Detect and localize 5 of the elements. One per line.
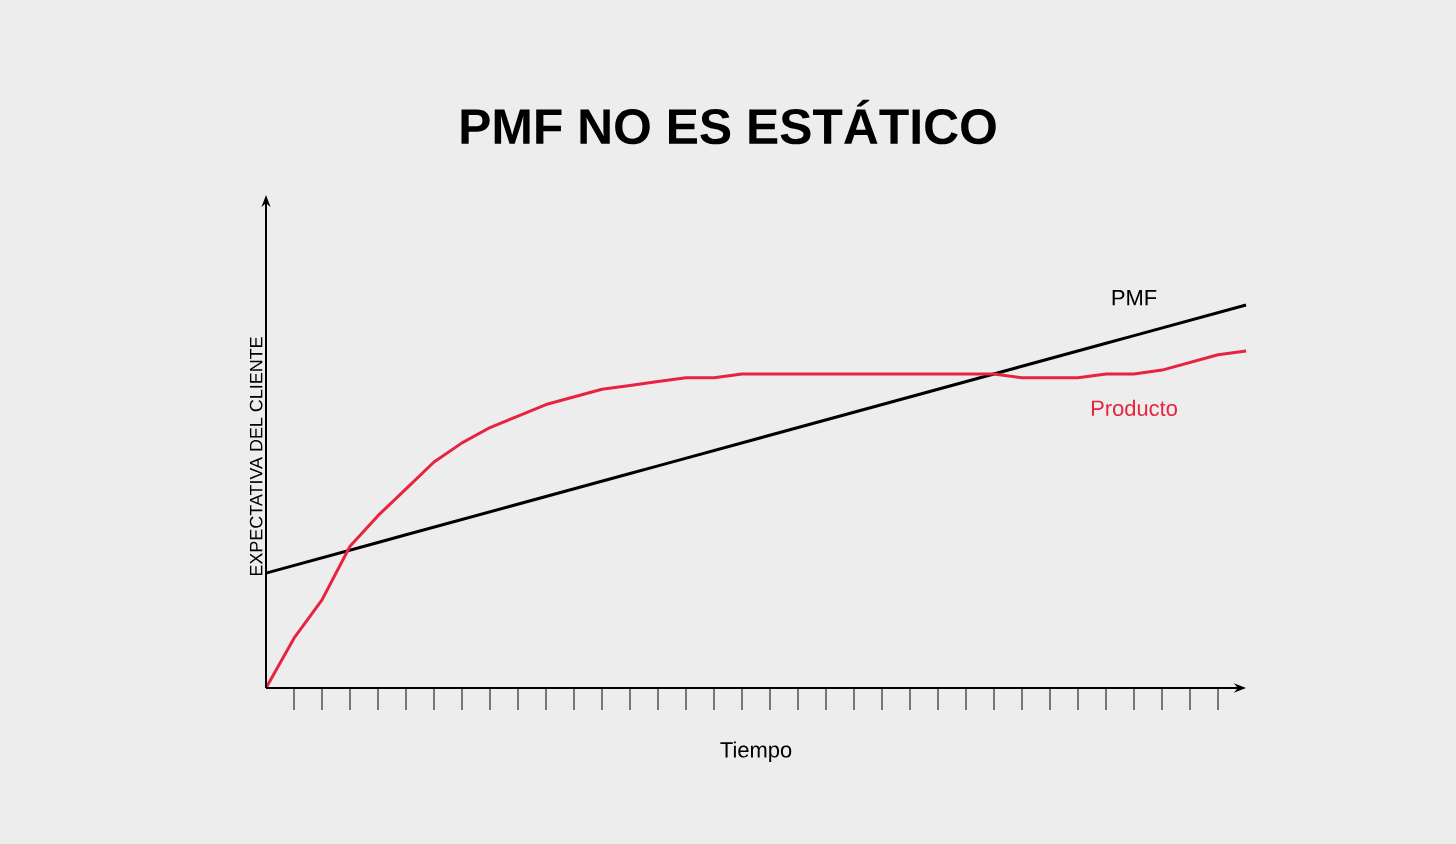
y-axis-title: EXPECTATIVA DEL CLIENTE: [249, 337, 263, 576]
series-label: PMF: [1112, 290, 1157, 306]
series-label: Producto: [1091, 399, 1177, 416]
chart-title: PMF NO ES ESTÁTICO: [461, 99, 996, 145]
x-axis-title: Tiempo: [720, 741, 792, 762]
